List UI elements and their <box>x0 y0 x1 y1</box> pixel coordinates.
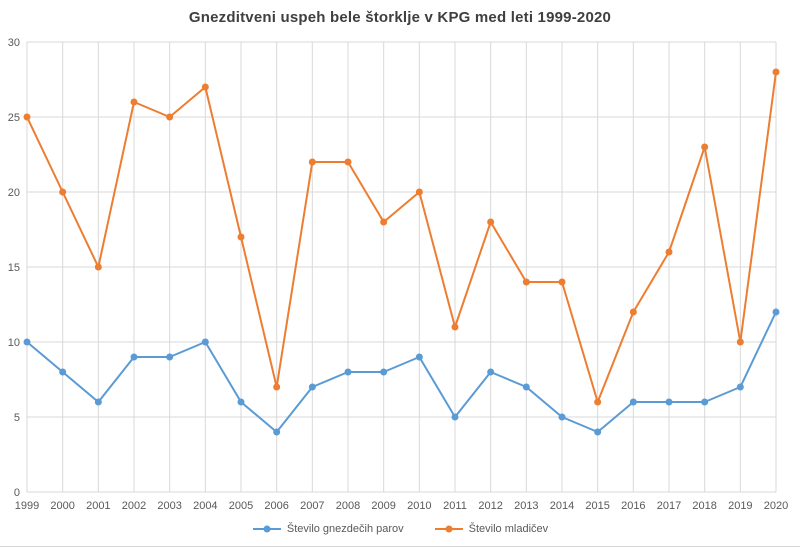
series-line-1 <box>26 71 777 403</box>
data-point <box>23 113 31 121</box>
legend: Število gnezdečih parov Število mladičev <box>0 523 800 535</box>
data-point <box>701 398 709 406</box>
data-point <box>487 368 495 376</box>
data-point <box>629 308 637 316</box>
data-point <box>736 338 744 346</box>
x-tick-label: 2008 <box>336 500 360 512</box>
x-tick-label: 2003 <box>157 500 181 512</box>
data-point <box>59 188 67 196</box>
x-tick-label: 2007 <box>300 500 324 512</box>
data-point <box>308 158 316 166</box>
data-point <box>273 383 281 391</box>
data-point <box>380 368 388 376</box>
x-tick-label: 2012 <box>478 500 502 512</box>
y-tick-label: 30 <box>8 37 20 49</box>
x-tick-label: 2016 <box>621 500 645 512</box>
data-point <box>665 398 673 406</box>
data-point <box>415 188 423 196</box>
y-tick-label: 10 <box>8 337 20 349</box>
x-tick-label: 2019 <box>728 500 752 512</box>
data-point <box>23 338 31 346</box>
legend-label-gnezdeci-pari: Število gnezdečih parov <box>286 523 404 535</box>
x-tick-label: 2011 <box>443 500 467 512</box>
x-tick-label: 2002 <box>122 500 146 512</box>
data-point <box>594 428 602 436</box>
data-point <box>237 398 245 406</box>
data-point <box>451 413 459 421</box>
data-point <box>629 398 637 406</box>
x-tick-label: 2004 <box>193 500 217 512</box>
x-tick-label: 2005 <box>229 500 253 512</box>
data-point <box>130 98 138 106</box>
data-point <box>558 413 566 421</box>
data-point <box>344 158 352 166</box>
x-tick-label: 2000 <box>50 500 74 512</box>
y-tick-label: 0 <box>14 487 20 499</box>
x-tick-label: 1999 <box>15 500 39 512</box>
data-point <box>166 113 174 121</box>
data-point <box>594 398 602 406</box>
data-point <box>166 353 174 361</box>
x-tick-label: 2010 <box>407 500 431 512</box>
data-point <box>772 308 780 316</box>
data-point <box>59 368 67 376</box>
legend-label-mladici: Število mladičev <box>468 523 549 535</box>
data-point <box>558 278 566 286</box>
data-point <box>130 353 138 361</box>
data-point <box>201 83 209 91</box>
x-tick-label: 2013 <box>514 500 538 512</box>
data-point <box>237 233 245 241</box>
y-tick-label: 15 <box>8 262 20 274</box>
data-point <box>94 263 102 271</box>
chart-border-bottom <box>0 546 800 547</box>
data-point <box>772 68 780 76</box>
y-tick-label: 25 <box>8 112 20 124</box>
data-point <box>415 353 423 361</box>
x-tick-label: 2001 <box>86 500 110 512</box>
legend-line-marker-icon <box>434 525 463 533</box>
legend-item-gnezdeci-pari: Število gnezdečih parov <box>252 523 404 535</box>
data-point <box>665 248 673 256</box>
y-tick-label: 20 <box>8 187 20 199</box>
series-line-0 <box>26 311 777 433</box>
y-tick-label: 5 <box>14 412 20 424</box>
data-point <box>701 143 709 151</box>
data-point <box>380 218 388 226</box>
legend-line-marker-icon <box>252 525 281 533</box>
data-point <box>344 368 352 376</box>
chart-title: Gnezditveni uspeh bele štorklje v KPG me… <box>188 9 612 26</box>
data-point <box>451 323 459 331</box>
x-tick-label: 2017 <box>657 500 681 512</box>
data-point <box>308 383 316 391</box>
data-point <box>522 278 530 286</box>
x-tick-label: 2015 <box>585 500 609 512</box>
data-point <box>487 218 495 226</box>
data-point <box>273 428 281 436</box>
data-point <box>201 338 209 346</box>
x-tick-label: 2018 <box>692 500 716 512</box>
plot-area: 0 5 10 15 20 25 30 1999 2000 2001 2002 2003 2004 2005… <box>8 37 788 512</box>
x-tick-label: 2014 <box>550 500 574 512</box>
x-tick-label: 2006 <box>264 500 288 512</box>
data-point <box>522 383 530 391</box>
data-point <box>736 383 744 391</box>
x-tick-label: 2009 <box>371 500 395 512</box>
data-point <box>94 398 102 406</box>
x-tick-label: 2020 <box>764 500 788 512</box>
legend-item-mladici: Število mladičev <box>434 523 548 535</box>
